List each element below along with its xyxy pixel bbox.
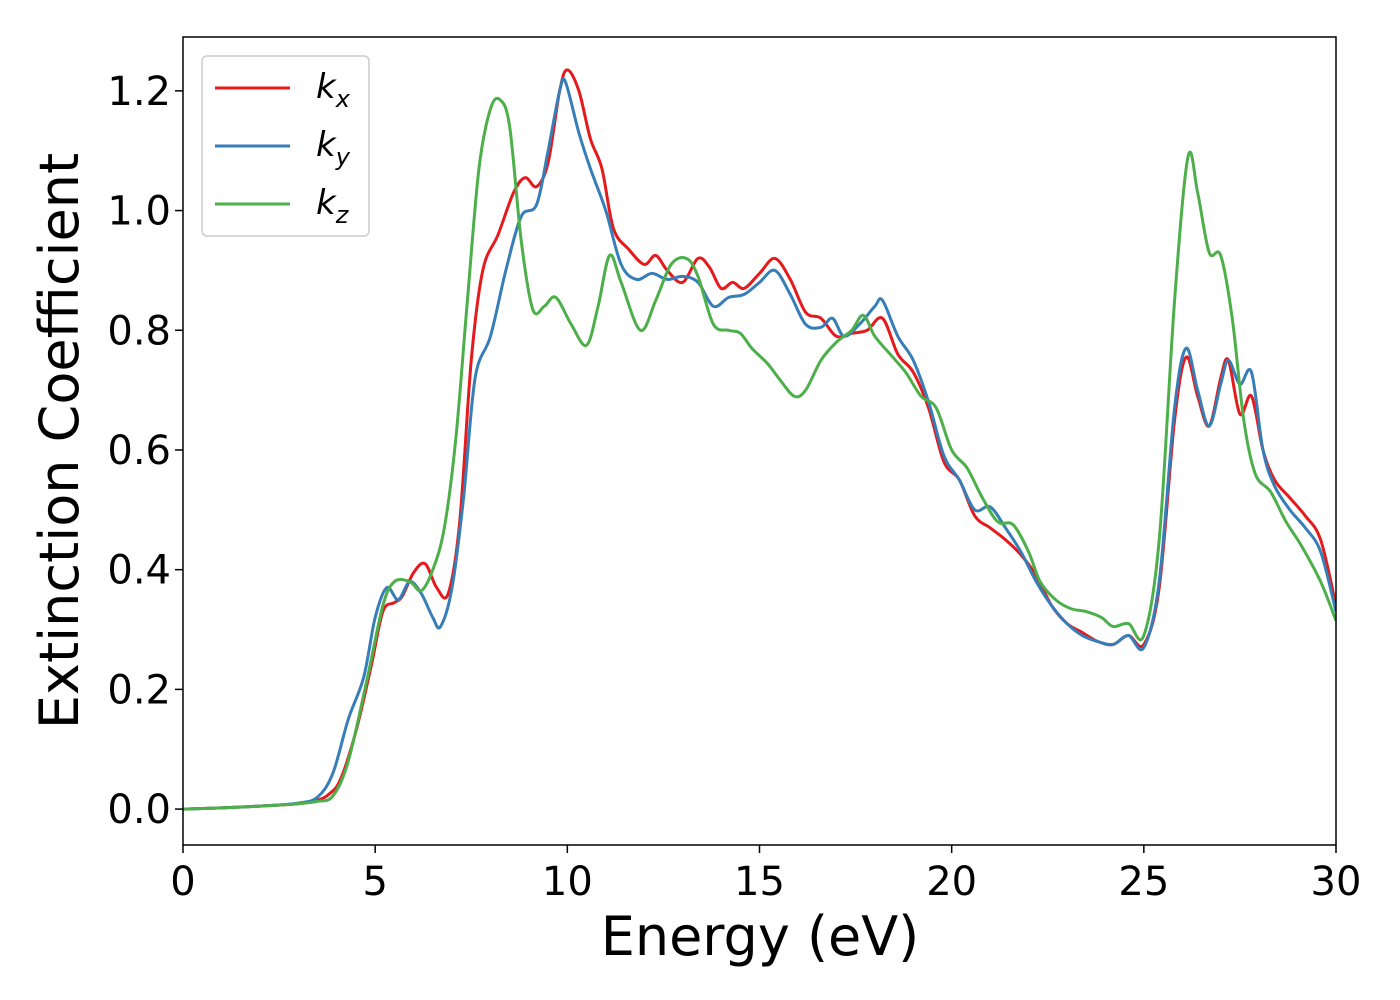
x-tick-label: 20 — [926, 859, 977, 905]
y-tick-label: 0.8 — [107, 308, 171, 354]
x-axis: 0 5 10 15 20 25 30 — [170, 845, 1361, 905]
y-axis: 0.0 0.2 0.4 0.6 0.8 1.0 1.2 — [107, 69, 183, 833]
series-line-y — [183, 77, 1336, 811]
x-tick-label: 15 — [734, 859, 785, 905]
x-tick-label: 30 — [1311, 859, 1362, 905]
x-axis-title: Energy (eV) — [601, 905, 920, 968]
y-tick-label: 1.0 — [107, 189, 171, 235]
y-axis-title: Extinction Coefficient — [28, 153, 91, 729]
legend-label-x: kx — [316, 67, 351, 113]
y-tick-label: 0.4 — [107, 548, 171, 594]
series-line-z — [183, 96, 1336, 811]
legend-label-y: ky — [316, 125, 351, 171]
series-layer — [183, 68, 1336, 811]
y-tick-label: 1.2 — [107, 69, 171, 115]
x-tick-label: 0 — [170, 859, 195, 905]
y-tick-label: 0.0 — [107, 787, 171, 833]
x-tick-label: 5 — [362, 859, 387, 905]
x-tick-label: 10 — [542, 859, 593, 905]
y-tick-label: 0.6 — [107, 428, 171, 474]
x-tick-label: 25 — [1118, 859, 1169, 905]
y-tick-label: 0.2 — [107, 667, 171, 713]
legend: kx ky kz — [201, 55, 370, 237]
legend-label-z: kz — [316, 183, 350, 229]
